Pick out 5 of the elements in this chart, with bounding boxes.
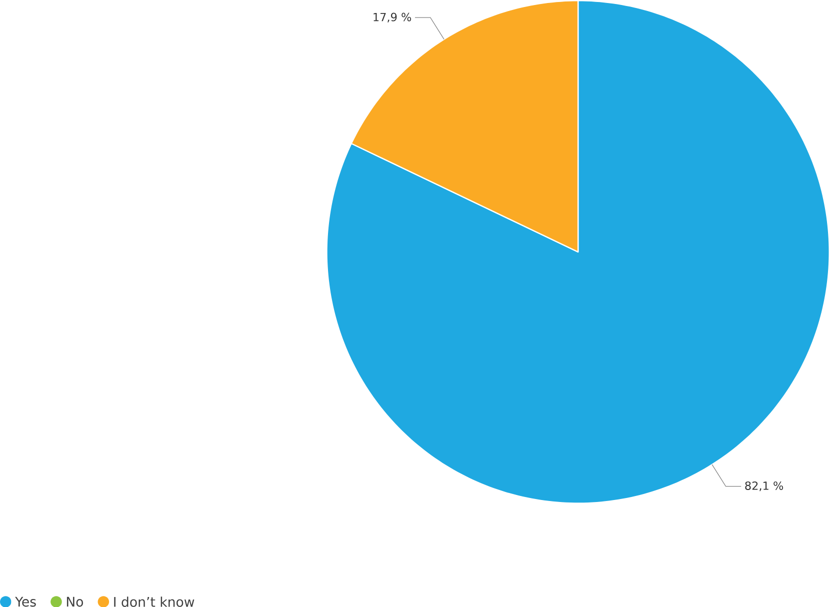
legend-label: Yes: [15, 596, 36, 606]
data-label: 17,9 %: [374, 12, 412, 22]
data-label: 82,1 %: [745, 481, 784, 491]
legend-label: No: [66, 596, 84, 606]
legend-label: I don’t know: [114, 596, 194, 607]
